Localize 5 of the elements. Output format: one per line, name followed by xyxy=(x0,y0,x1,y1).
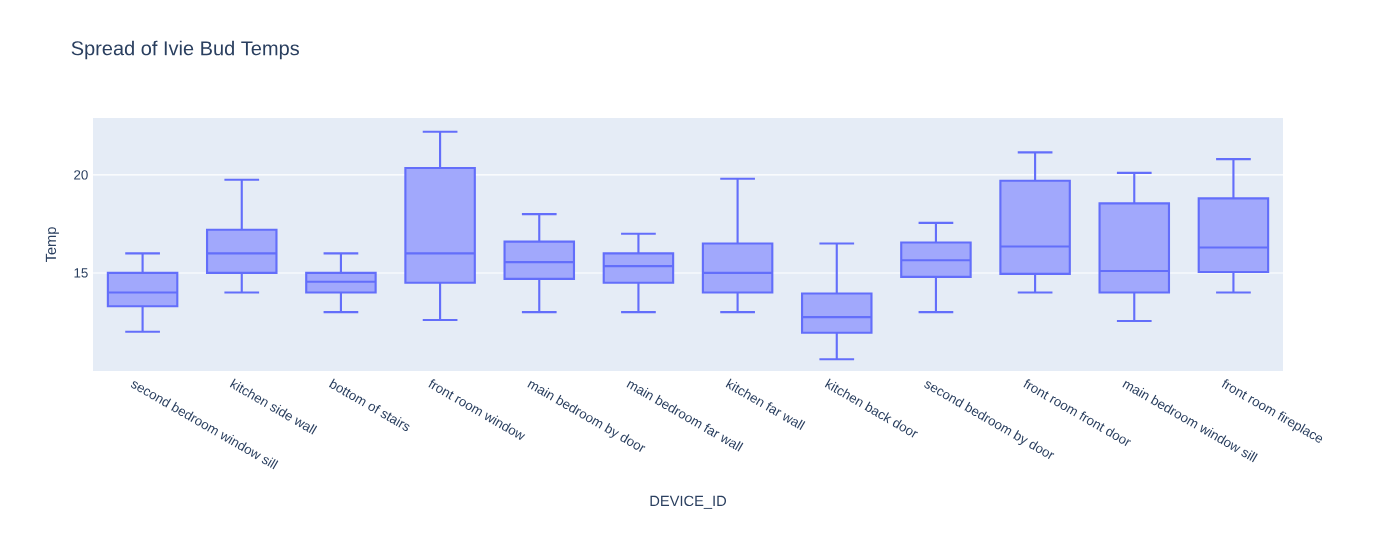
y-tick-label: 20 xyxy=(74,170,88,180)
chart-title: Spread of Ivie Bud Temps xyxy=(71,40,299,60)
y-tick-label: 15 xyxy=(74,268,88,278)
x-axis-title: DEVICE_ID xyxy=(650,495,727,509)
y-axis-title: Temp xyxy=(45,227,59,263)
